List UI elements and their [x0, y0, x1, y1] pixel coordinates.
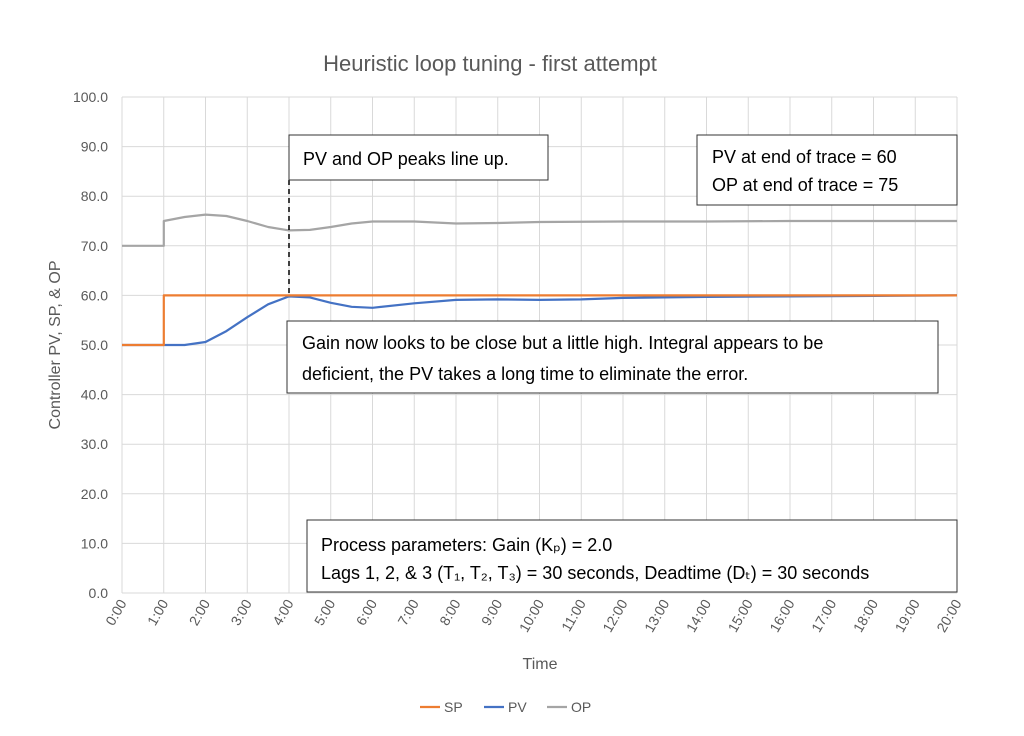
chart-title: Heuristic loop tuning - first attempt: [323, 51, 657, 76]
annotation-params: Process parameters: Gain (Kₚ) = 2.0 Lags…: [306, 519, 958, 593]
x-tick-label: 18:00: [850, 596, 881, 635]
annotation-peaks: PV and OP peaks line up.: [288, 134, 549, 181]
annotation-params-line2: Lags 1, 2, & 3 (T₁, T₂, T₃) = 30 seconds…: [321, 563, 869, 583]
annotation-end-values: PV at end of trace = 60 OP at end of tra…: [696, 134, 958, 206]
x-tick-label: 3:00: [227, 596, 255, 628]
x-tick-label: 9:00: [478, 596, 506, 628]
y-tick-label: 40.0: [81, 387, 108, 403]
y-tick-label: 10.0: [81, 535, 108, 551]
x-tick-label: 20:00: [933, 596, 964, 635]
legend-label-pv: PV: [508, 699, 527, 715]
x-tick-label: 12:00: [599, 596, 630, 635]
x-tick-label: 4:00: [269, 596, 297, 628]
x-tick-label: 10:00: [516, 596, 547, 635]
y-tick-label: 60.0: [81, 287, 108, 303]
x-tick-label: 15:00: [724, 596, 755, 635]
y-tick-label: 0.0: [89, 585, 109, 601]
x-tick-label: 1:00: [144, 596, 172, 628]
x-tick-label: 0:00: [102, 596, 130, 628]
x-ticks: 0:00 1:00 2:00 3:00 4:00 5:00 6:00 7:00 8:00 9:00…: [102, 596, 965, 635]
legend: SP PV OP: [420, 699, 591, 715]
annotation-end-op: OP at end of trace = 75: [712, 175, 898, 195]
annotation-gain: Gain now looks to be close but a little …: [286, 320, 939, 394]
y-ticks: 0.0 10.0 20.0 30.0 40.0 50.0 60.0 70.0 80.0 90.0 1…: [73, 89, 108, 601]
y-tick-label: 30.0: [81, 436, 108, 452]
annotation-peaks-text: PV and OP peaks line up.: [303, 149, 509, 169]
x-tick-label: 8:00: [436, 596, 464, 628]
legend-label-sp: SP: [444, 699, 463, 715]
legend-label-op: OP: [571, 699, 591, 715]
x-tick-label: 6:00: [353, 596, 381, 628]
annotation-gain-line1: Gain now looks to be close but a little …: [302, 333, 823, 353]
x-tick-label: 16:00: [766, 596, 797, 635]
x-tick-label: 5:00: [311, 596, 339, 628]
y-tick-label: 80.0: [81, 188, 108, 204]
y-axis-label: Controller PV, SP, & OP: [47, 261, 64, 430]
annotation-params-line1: Process parameters: Gain (Kₚ) = 2.0: [321, 535, 612, 555]
x-tick-label: 17:00: [808, 596, 839, 635]
series-line-sp: [122, 294, 957, 347]
annotation-end-pv: PV at end of trace = 60: [712, 147, 897, 167]
x-tick-label: 7:00: [394, 596, 422, 628]
y-tick-label: 50.0: [81, 337, 108, 353]
y-tick-label: 100.0: [73, 89, 108, 105]
x-axis-label: Time: [523, 656, 558, 673]
x-tick-label: 19:00: [891, 596, 922, 635]
series-line-pv: [122, 294, 958, 347]
y-tick-label: 20.0: [81, 486, 108, 502]
series: [122, 213, 958, 347]
y-tick-label: 90.0: [81, 139, 108, 155]
series-line-op: [122, 213, 957, 247]
x-tick-label: 11:00: [558, 596, 589, 634]
x-tick-label: 14:00: [683, 596, 714, 635]
annotation-gain-line2: deficient, the PV takes a long time to e…: [302, 364, 748, 384]
x-tick-label: 13:00: [641, 596, 672, 635]
y-tick-label: 70.0: [81, 238, 108, 254]
x-tick-label: 2:00: [186, 596, 214, 628]
